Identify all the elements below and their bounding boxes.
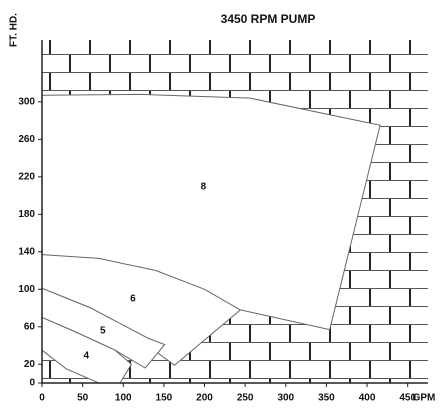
x-tick-label: 250 xyxy=(237,393,254,404)
x-tick-label: 300 xyxy=(277,393,294,404)
x-tick-label: 150 xyxy=(156,393,173,404)
x-tick-label: 450 xyxy=(399,393,416,404)
x-tick-label: 50 xyxy=(77,393,89,404)
y-tick-label: 300 xyxy=(18,96,35,107)
region-label: 8 xyxy=(201,181,207,192)
y-tick-label: 60 xyxy=(24,321,36,332)
region-label: 5 xyxy=(100,325,106,336)
x-axis-label: GPM xyxy=(413,393,436,404)
y-tick-label: 220 xyxy=(18,171,35,182)
x-tick-label: 400 xyxy=(359,393,376,404)
x-tick-label: 200 xyxy=(196,393,213,404)
x-tick-label: 100 xyxy=(115,393,132,404)
y-tick-label: 0 xyxy=(29,378,35,389)
x-tick-label: 0 xyxy=(39,393,45,404)
y-tick-label: 260 xyxy=(18,134,35,145)
y-axis-label: FT. HD. xyxy=(9,13,20,47)
y-tick-label: 100 xyxy=(18,284,35,295)
y-tick-label: 180 xyxy=(18,209,35,220)
y-tick-label: 140 xyxy=(18,246,35,257)
region-label: 4 xyxy=(84,351,90,362)
x-tick-label: 350 xyxy=(318,393,335,404)
y-tick-label: 20 xyxy=(24,359,36,370)
region-label: 6 xyxy=(130,294,136,305)
chart-title: 3450 RPM PUMP xyxy=(221,12,316,26)
